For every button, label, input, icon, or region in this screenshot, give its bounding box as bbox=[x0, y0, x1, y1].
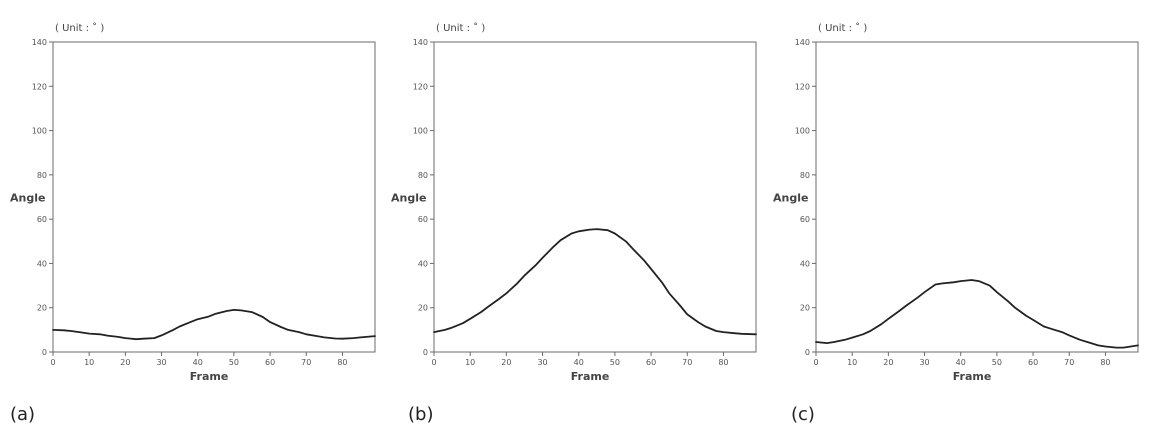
x-axis-label: Frame bbox=[571, 370, 610, 383]
x-tick-label: 20 bbox=[120, 358, 130, 367]
x-tick-label: 70 bbox=[301, 358, 311, 367]
x-tick-label: 60 bbox=[646, 358, 656, 367]
y-axis-label: Angle bbox=[10, 191, 45, 204]
chart-panel-a: 0 20 40 60 80 100 120 140 0 10 20 30 40 50 60 70 80 Frame… bbox=[0, 0, 380, 445]
y-tick-label: 120 bbox=[32, 82, 47, 91]
x-tick-label: 80 bbox=[337, 358, 347, 367]
panel-label-b: (b) bbox=[408, 404, 434, 425]
y-tick-label: 40 bbox=[800, 259, 810, 268]
plot-frame bbox=[815, 41, 1139, 353]
chart-panel-c: 0 20 40 60 80 100 120 140 0 10 20 30 40 50 60 70 80 Frame… bbox=[763, 0, 1143, 445]
x-tick-label: 20 bbox=[501, 358, 511, 367]
x-tick-label: 10 bbox=[84, 358, 94, 367]
series-line-0 bbox=[52, 309, 376, 341]
x-axis-label: Frame bbox=[953, 370, 992, 383]
x-tick-label: 40 bbox=[193, 358, 203, 367]
chart-svg-a: 0 20 40 60 80 100 120 140 0 10 20 30 40 50 60 70 80 Frame… bbox=[10, 22, 376, 383]
y-tick-label: 20 bbox=[800, 304, 810, 313]
x-tick-label: 0 bbox=[813, 358, 818, 367]
y-tick-label: 140 bbox=[32, 38, 47, 47]
y-tick-label: 40 bbox=[37, 259, 47, 268]
y-tick-label: 120 bbox=[413, 82, 428, 91]
series-line-0 bbox=[433, 228, 757, 336]
x-tick-label: 40 bbox=[956, 358, 966, 367]
x-tick-label: 10 bbox=[465, 358, 475, 367]
y-tick-label: 20 bbox=[37, 304, 47, 313]
y-tick-label: 60 bbox=[418, 215, 428, 224]
panel-label-c: (c) bbox=[791, 404, 815, 425]
x-axis-label: Frame bbox=[190, 370, 229, 383]
y-tick-label: 140 bbox=[795, 38, 810, 47]
y-tick-label: 140 bbox=[413, 38, 428, 47]
y-tick-label: 0 bbox=[805, 348, 810, 357]
y-tick-label: 80 bbox=[800, 171, 810, 180]
chart-panel-b: 0 20 40 60 80 100 120 140 0 10 20 30 40 50 60 70 80 Frame… bbox=[381, 0, 761, 445]
unit-label: ( Unit : ˚ ) bbox=[55, 22, 104, 34]
y-tick-label: 80 bbox=[418, 171, 428, 180]
y-tick-label: 100 bbox=[413, 127, 428, 136]
y-tick-label: 100 bbox=[795, 127, 810, 136]
x-tick-label: 60 bbox=[1028, 358, 1038, 367]
x-tick-label: 70 bbox=[682, 358, 692, 367]
x-tick-label: 50 bbox=[610, 358, 620, 367]
x-tick-label: 40 bbox=[574, 358, 584, 367]
x-tick-label: 20 bbox=[883, 358, 893, 367]
x-tick-label: 10 bbox=[847, 358, 857, 367]
y-tick-label: 100 bbox=[32, 127, 47, 136]
unit-label: ( Unit : ˚ ) bbox=[436, 22, 485, 34]
x-tick-label: 70 bbox=[1064, 358, 1074, 367]
series-line-0 bbox=[815, 279, 1139, 349]
y-tick-label: 80 bbox=[37, 171, 47, 180]
unit-label: ( Unit : ˚ ) bbox=[818, 22, 867, 34]
y-tick-label: 40 bbox=[418, 259, 428, 268]
y-axis-label: Angle bbox=[391, 191, 426, 204]
y-tick-label: 120 bbox=[795, 82, 810, 91]
x-tick-label: 0 bbox=[50, 358, 55, 367]
y-tick-label: 0 bbox=[423, 348, 428, 357]
y-tick-label: 60 bbox=[37, 215, 47, 224]
x-tick-label: 30 bbox=[156, 358, 166, 367]
x-tick-label: 80 bbox=[1100, 358, 1110, 367]
chart-svg-b: 0 20 40 60 80 100 120 140 0 10 20 30 40 50 60 70 80 Frame… bbox=[391, 22, 757, 383]
x-tick-label: 50 bbox=[992, 358, 1002, 367]
y-tick-label: 0 bbox=[42, 348, 47, 357]
panel-label-a: (a) bbox=[10, 404, 36, 425]
plot-frame bbox=[52, 41, 376, 353]
x-tick-label: 60 bbox=[265, 358, 275, 367]
x-tick-label: 30 bbox=[919, 358, 929, 367]
plot-frame bbox=[433, 41, 757, 353]
y-tick-label: 20 bbox=[418, 304, 428, 313]
x-tick-label: 30 bbox=[537, 358, 547, 367]
y-tick-label: 60 bbox=[800, 215, 810, 224]
x-tick-label: 0 bbox=[431, 358, 436, 367]
x-tick-label: 80 bbox=[718, 358, 728, 367]
y-axis-label: Angle bbox=[773, 191, 808, 204]
chart-svg-c: 0 20 40 60 80 100 120 140 0 10 20 30 40 50 60 70 80 Frame… bbox=[773, 22, 1139, 383]
x-tick-label: 50 bbox=[229, 358, 239, 367]
